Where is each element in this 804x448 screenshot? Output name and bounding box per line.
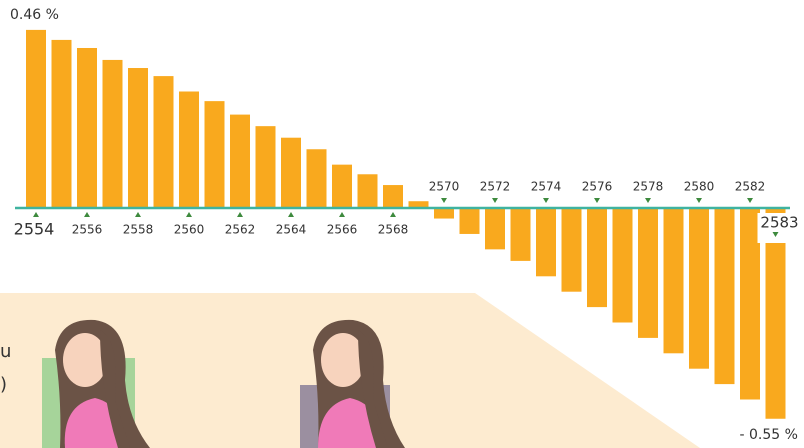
bar	[358, 174, 378, 207]
x-tick-label: 2572	[480, 180, 511, 194]
tick-marker	[339, 212, 345, 217]
caption-fragment: u	[0, 341, 11, 362]
tick-marker	[492, 198, 498, 203]
value-label: - 0.55 %	[740, 427, 798, 443]
bar	[52, 40, 72, 207]
x-tick-label: 2582	[735, 180, 766, 194]
x-tick-label: 2560	[174, 223, 205, 237]
bar	[154, 76, 174, 207]
caption-fragment: )	[0, 374, 7, 395]
tick-marker	[33, 212, 39, 217]
bar	[179, 92, 199, 208]
tick-marker	[747, 198, 753, 203]
x-tick-label: 2580	[684, 180, 715, 194]
tick-marker	[84, 212, 90, 217]
x-tick-label: 2570	[429, 180, 460, 194]
bar	[613, 207, 633, 323]
tick-marker	[441, 198, 447, 203]
x-tick-label: 2583	[760, 214, 798, 232]
x-tick-label: 2564	[276, 223, 307, 237]
x-tick-label: 2574	[531, 180, 562, 194]
bar	[664, 207, 684, 353]
bar	[460, 207, 480, 234]
bar	[485, 207, 505, 249]
bar	[409, 201, 429, 207]
bar	[128, 68, 148, 207]
bar	[383, 185, 403, 207]
tick-marker	[135, 212, 141, 217]
bar	[77, 48, 97, 207]
tick-marker	[186, 212, 192, 217]
bar	[715, 207, 735, 384]
x-tick-label: 2556	[72, 223, 103, 237]
x-tick-label: 2554	[14, 220, 55, 239]
bar	[205, 101, 225, 207]
bar	[281, 138, 301, 207]
bar	[536, 207, 556, 276]
bar	[26, 30, 46, 207]
bar	[307, 149, 327, 207]
bar	[332, 165, 352, 207]
tick-marker	[594, 198, 600, 203]
bar	[587, 207, 607, 307]
page: u ) 2554 2556 2558 2560 2562 2564 2566 2568 2570…	[0, 0, 804, 448]
bar	[511, 207, 531, 261]
tick-marker	[543, 198, 549, 203]
x-tick-label: 2576	[582, 180, 613, 194]
bar	[103, 60, 123, 207]
bar	[256, 126, 276, 207]
tick-marker	[288, 212, 294, 217]
bar	[638, 207, 658, 338]
x-tick-label: 2578	[633, 180, 664, 194]
value-label: 0.46 %	[10, 7, 59, 23]
tick-marker	[390, 212, 396, 217]
illustration: u )	[0, 293, 700, 448]
tick-marker	[696, 198, 702, 203]
x-tick-label: 2566	[327, 223, 358, 237]
x-tick-label: 2562	[225, 223, 256, 237]
bar	[740, 207, 760, 400]
tick-marker	[237, 212, 243, 217]
tick-marker	[645, 198, 651, 203]
bar	[562, 207, 582, 292]
bar	[689, 207, 709, 369]
x-tick-label: 2568	[378, 223, 409, 237]
x-tick-label: 2558	[123, 223, 154, 237]
bar	[230, 115, 250, 207]
